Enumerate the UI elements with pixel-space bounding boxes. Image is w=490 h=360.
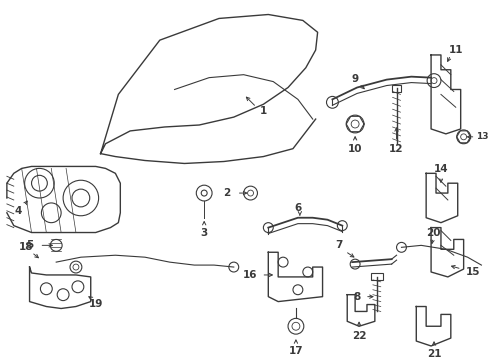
- Text: 19: 19: [89, 298, 103, 309]
- Text: 13: 13: [476, 132, 489, 141]
- Text: 20: 20: [426, 228, 441, 238]
- Text: 1: 1: [260, 106, 267, 116]
- Text: 10: 10: [348, 144, 363, 154]
- Text: 14: 14: [434, 165, 448, 174]
- Text: 6: 6: [294, 203, 301, 213]
- Text: 11: 11: [448, 45, 463, 55]
- Text: 16: 16: [244, 270, 258, 280]
- Text: 18: 18: [18, 242, 33, 252]
- Text: 8: 8: [353, 292, 361, 302]
- Text: 15: 15: [466, 267, 481, 277]
- Text: 4: 4: [14, 206, 22, 216]
- Text: 2: 2: [223, 188, 230, 198]
- Text: 7: 7: [336, 240, 343, 250]
- Text: 21: 21: [427, 349, 441, 359]
- Text: 17: 17: [289, 346, 303, 356]
- Bar: [392, 85, 401, 93]
- Text: 22: 22: [352, 331, 367, 341]
- Text: 12: 12: [389, 144, 404, 154]
- Bar: [371, 273, 383, 280]
- Text: 9: 9: [351, 74, 359, 84]
- Text: 3: 3: [200, 228, 208, 238]
- Text: 5: 5: [26, 240, 33, 250]
